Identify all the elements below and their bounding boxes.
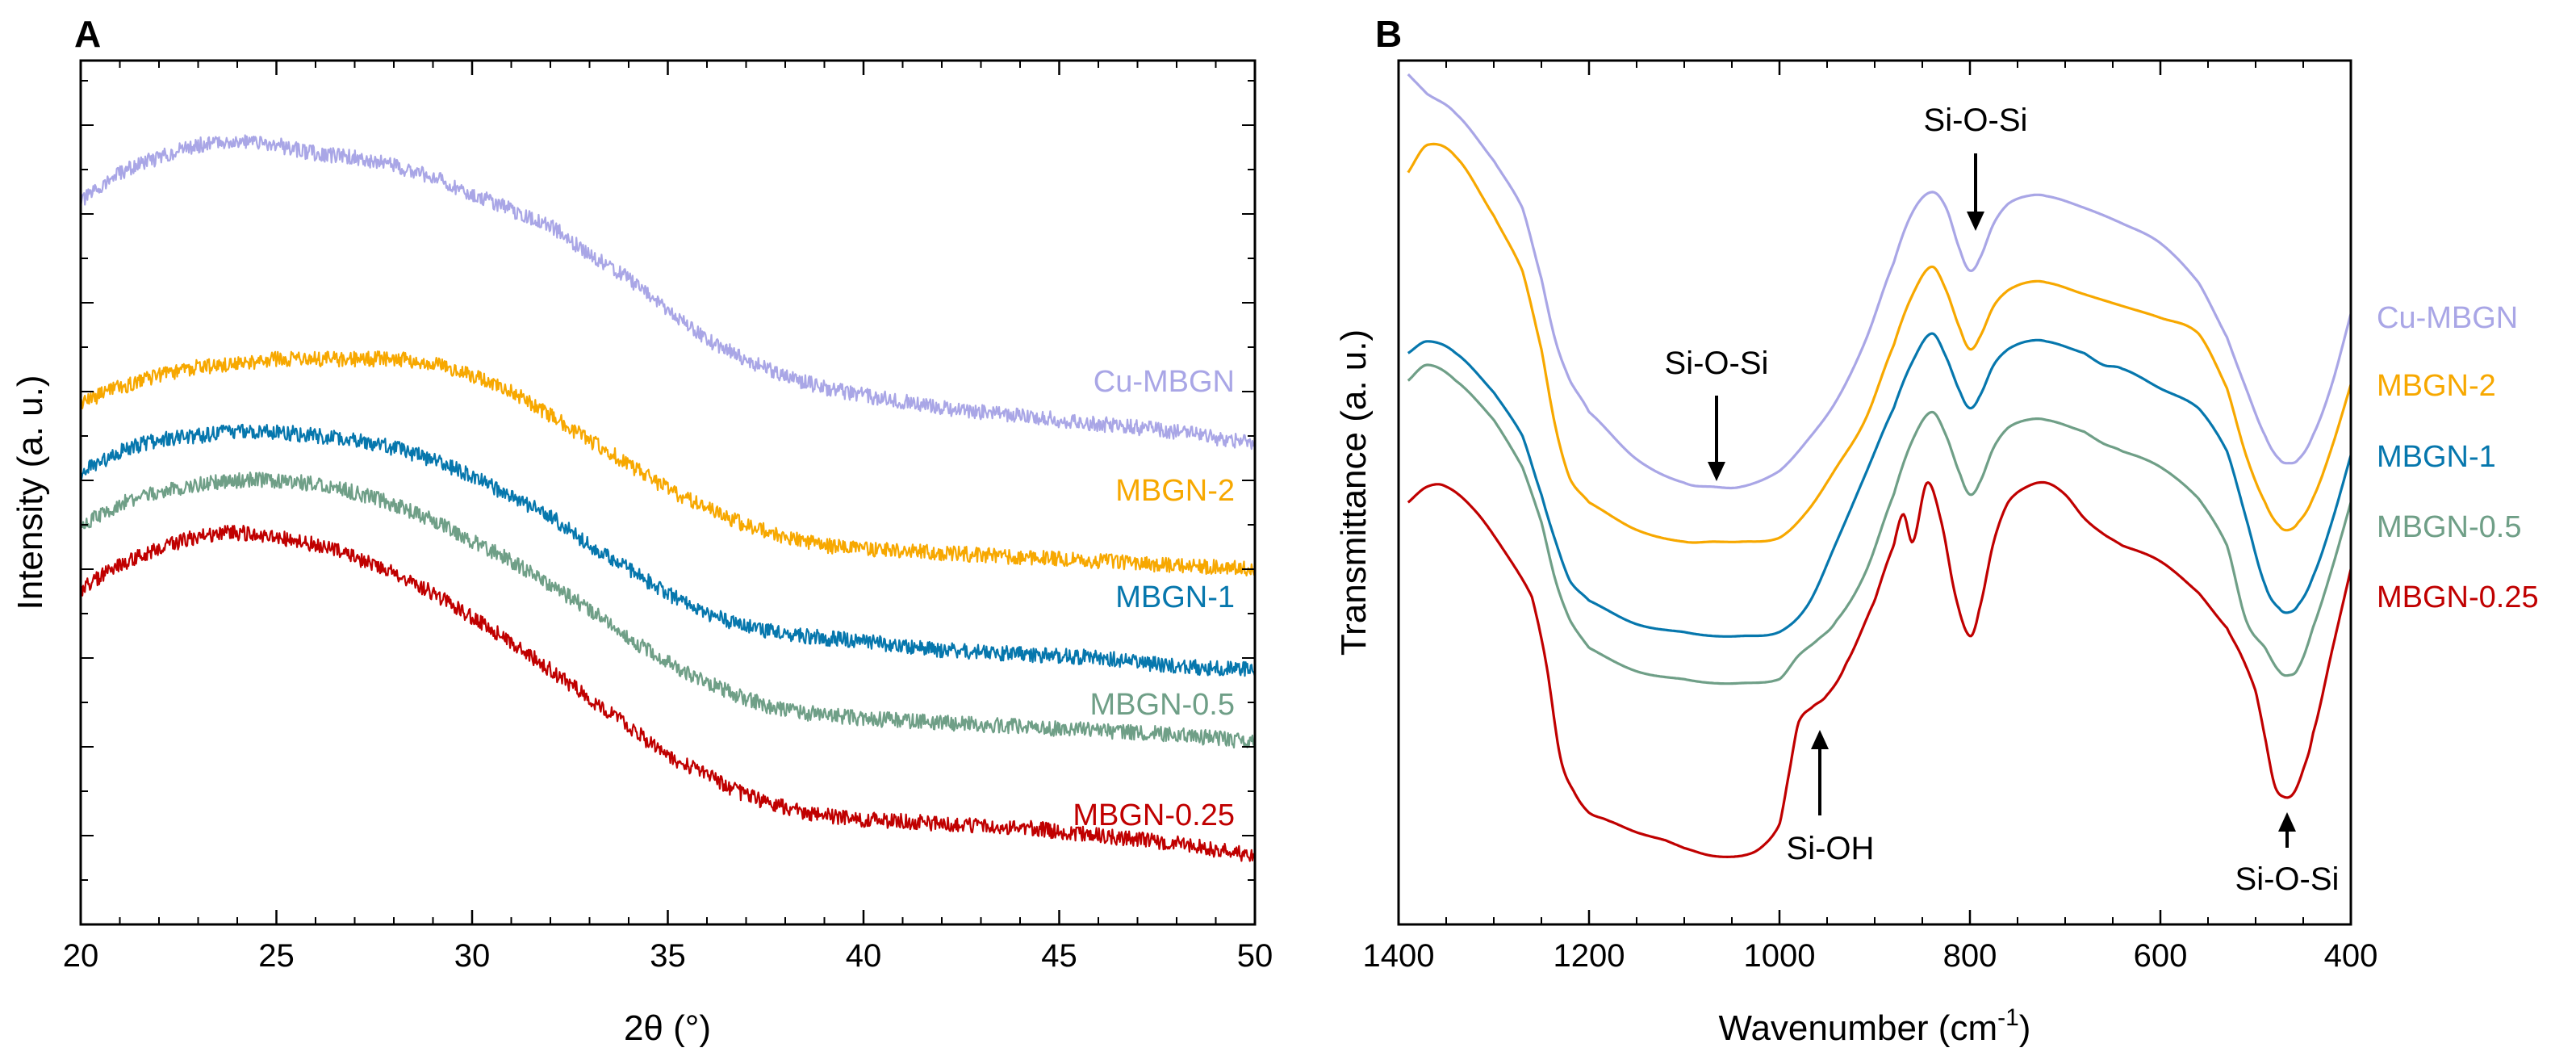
panel-b: B Cu-MBGN MBGN-2 MBGN-1 MBGN-0.5 MBGN-0.25 S…	[1334, 13, 2539, 1048]
panel-a-ticks	[79, 61, 1257, 924]
panel-a-label-mbgn-2: MBGN-2	[1115, 474, 1235, 508]
panel-a-tick-labels: 20 25 30 35 40 45 50	[63, 938, 1273, 974]
panel-b-x-tick-label: 1200	[1554, 938, 1625, 974]
panel-b-label-mbgn-2: MBGN-2	[2377, 369, 2496, 403]
panel-b-annotation-arrowhead-3	[2278, 812, 2296, 832]
panel-b-x-axis-label: Wavenumber (cm-1)	[1719, 1004, 2031, 1048]
panel-a-series-mbgn-0-5	[80, 472, 1257, 749]
panel-b-ticks	[1397, 61, 2352, 924]
panel-a-label-mbgn-0-5: MBGN-0.5	[1090, 688, 1235, 722]
panel-a-x-tick-label: 35	[650, 938, 686, 974]
panel-a-label-mbgn-1: MBGN-1	[1115, 580, 1235, 614]
panel-b-annotation-arrowhead-2	[1811, 730, 1829, 749]
panel-a-x-tick-label: 25	[258, 938, 295, 974]
panel-b-x-tick-label: 1400	[1363, 938, 1435, 974]
panel-b-series-cu-mbgn	[1407, 73, 2352, 490]
panel-b-annotation-si-o-si-1: Si-O-Si	[1924, 103, 2028, 138]
panel-b-label-mbgn-0-25: MBGN-0.25	[2377, 580, 2539, 614]
panel-b-label-mbgn-1: MBGN-1	[2377, 440, 2496, 474]
panel-a-label-mbgn-0-25: MBGN-0.25	[1073, 798, 1235, 832]
panel-a-label-cu-mbgn: Cu-MBGN	[1094, 365, 1235, 399]
panel-b-x-tick-label: 400	[2324, 938, 2378, 974]
panel-a-series-group	[79, 134, 1257, 862]
panel-b-annotation-arrowhead-1	[1967, 212, 1984, 231]
panel-a-y-axis-label: Intensity (a. u.)	[10, 375, 50, 610]
panel-a-x-tick-label: 40	[846, 938, 882, 974]
panel-a-series-mbgn-1	[79, 423, 1257, 678]
panel-b-label-mbgn-0-5: MBGN-0.5	[2377, 510, 2521, 544]
panel-b-annotation-si-oh-2: Si-OH	[1787, 831, 1875, 866]
panel-b-annotation-arrowhead-0	[1708, 462, 1725, 481]
panel-b-x-tick-label: 1000	[1744, 938, 1816, 974]
panel-b-series-mbgn-0-5	[1407, 363, 2352, 685]
panel-b-x-axis-label-main: Wavenumber (cm	[1719, 1008, 1998, 1048]
panel-b-tick-labels: 1400 1200 1000 800 600 400	[1363, 938, 2378, 974]
panel-a-x-tick-label: 30	[454, 938, 491, 974]
panel-b-annotations: Si-O-Si Si-O-Si Si-OH Si-O-Si	[1665, 103, 2340, 897]
panel-a-series-mbgn-2	[79, 350, 1257, 576]
panel-b-x-tick-label: 600	[2134, 938, 2188, 974]
panel-b-series-group	[1407, 73, 2352, 858]
panel-label-a: A	[74, 13, 101, 55]
panel-label-b: B	[1375, 13, 1402, 55]
panel-b-label-cu-mbgn: Cu-MBGN	[2377, 301, 2518, 335]
panel-a-x-axis-label: 2θ (°)	[624, 1008, 711, 1048]
panel-a-series-mbgn-0-25	[79, 525, 1257, 862]
panel-b-series-labels: Cu-MBGN MBGN-2 MBGN-1 MBGN-0.5 MBGN-0.25	[2377, 301, 2539, 614]
panel-b-y-axis-label: Transmittance (a. u.)	[1334, 329, 1374, 656]
panel-a: A Cu-MBGN MBGN-2 MBGN-1 MBGN-0.5 MBGN-0.25 2…	[10, 13, 1273, 1048]
panel-a-x-tick-label: 20	[63, 938, 99, 974]
panel-a-x-tick-label: 45	[1041, 938, 1077, 974]
panel-b-x-axis-label-suffix: )	[2019, 1008, 2031, 1048]
panel-b-annotation-si-o-si-3: Si-O-Si	[2235, 861, 2340, 897]
panel-b-annotation-si-o-si-0: Si-O-Si	[1665, 346, 1769, 381]
panel-b-series-mbgn-2	[1407, 142, 2352, 544]
panel-b-series-mbgn-1	[1407, 332, 2352, 638]
panel-b-x-axis-label-superscript: -1	[1997, 1004, 2019, 1031]
panel-b-x-tick-label: 800	[1943, 938, 1997, 974]
panel-b-series-mbgn-0-25	[1407, 480, 2352, 858]
panel-a-x-tick-label: 50	[1237, 938, 1273, 974]
panel-a-series-cu-mbgn	[79, 134, 1257, 451]
panel-a-series-labels: Cu-MBGN MBGN-2 MBGN-1 MBGN-0.5 MBGN-0.25	[1073, 365, 1235, 832]
